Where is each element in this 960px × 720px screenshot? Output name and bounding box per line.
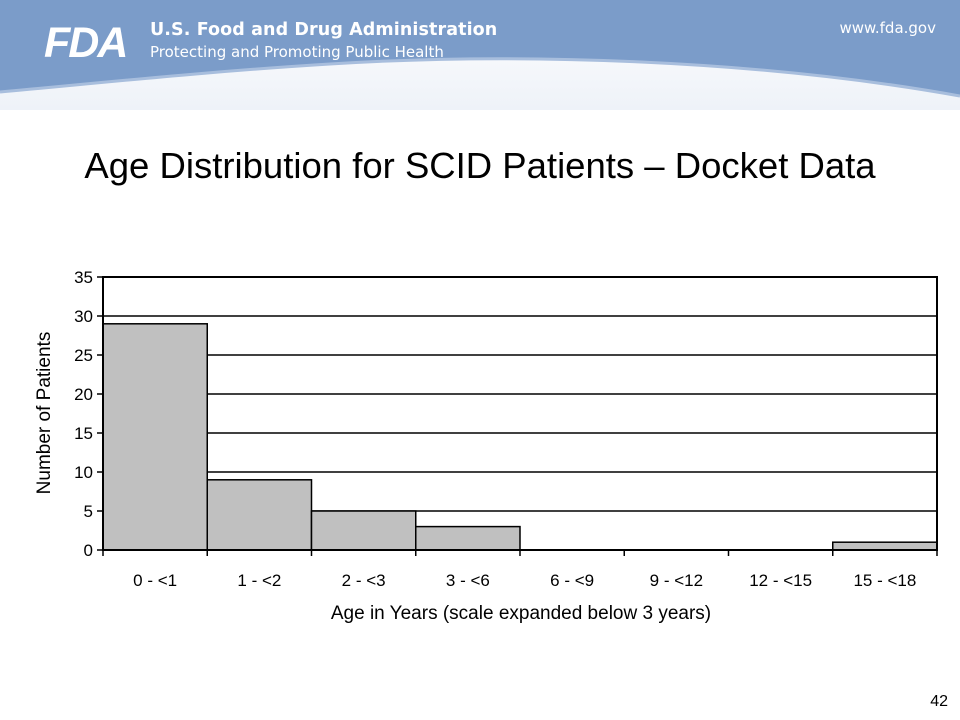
y-tick-label: 25	[74, 346, 93, 365]
y-tick-label: 15	[74, 424, 93, 443]
header-banner: FDA	[0, 0, 960, 110]
y-tick-label: 5	[84, 502, 93, 521]
y-tick-label: 20	[74, 385, 93, 404]
website-link[interactable]: www.fda.gov	[839, 19, 936, 37]
bar	[415, 525, 521, 551]
x-tick-label: 2 - <3	[342, 571, 386, 590]
bar	[310, 510, 417, 551]
tick-labels: 0 5 10 15 20 25 30 35 0 - <1 1 - <2 2 - <3 3 - <6 6 …	[74, 268, 916, 590]
x-axis-label: Age in Years (scale expanded below 3 yea…	[331, 603, 711, 624]
y-tick-label: 10	[74, 463, 93, 482]
x-tick-label: 12 - <15	[749, 571, 812, 590]
x-tick-label: 1 - <2	[237, 571, 281, 590]
x-tick-label: 3 - <6	[446, 571, 490, 590]
agency-name: U.S. Food and Drug Administration	[150, 20, 498, 40]
banner-swoosh	[0, 0, 960, 96]
x-tick-label: 6 - <9	[550, 571, 594, 590]
svg-text:FDA: FDA	[44, 19, 126, 67]
bar	[206, 479, 313, 551]
x-tick-label: 15 - <18	[853, 571, 916, 590]
bars	[102, 323, 938, 551]
slide-title: Age Distribution for SCID Patients – Doc…	[84, 145, 876, 186]
y-tick-label: 35	[74, 268, 93, 287]
axes	[97, 276, 938, 556]
x-tick-label: 9 - <12	[650, 571, 703, 590]
bar	[102, 323, 208, 551]
bar	[832, 541, 938, 551]
page-number: 42	[930, 693, 948, 710]
fda-logo-icon: FDA	[44, 19, 128, 67]
y-tick-label: 30	[74, 307, 93, 326]
x-tick-label: 0 - <1	[133, 571, 177, 590]
agency-tagline: Protecting and Promoting Public Health	[150, 43, 444, 61]
y-tick-label: 0	[84, 541, 93, 560]
y-axis-label: Number of Patients	[34, 332, 55, 495]
